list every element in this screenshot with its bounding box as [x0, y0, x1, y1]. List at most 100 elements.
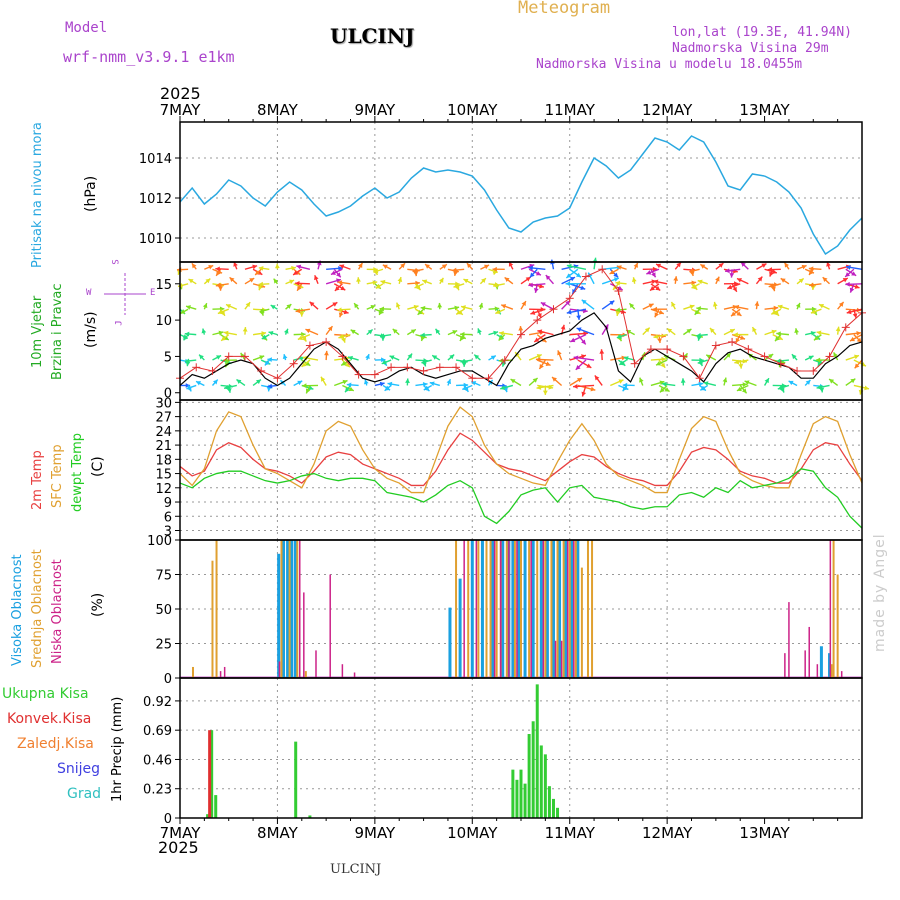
wind-arrow-head [545, 361, 551, 366]
wind-arrow-head [389, 355, 395, 360]
wind-arrow-head [266, 386, 272, 392]
mid-cloud-bar [550, 540, 553, 678]
wind-arrow-head [805, 380, 811, 385]
wind-arrow-head [180, 309, 186, 314]
wind-arrow-head [566, 263, 572, 269]
total-precip-bar [547, 786, 551, 818]
y-tick-label: 50 [155, 603, 172, 618]
wind-arrow-head [481, 278, 486, 283]
wind-arrow-head [652, 306, 658, 312]
wind-arrow-head [703, 381, 709, 386]
wind-arrow-head [410, 329, 416, 334]
mid-cloud-bar [520, 540, 522, 678]
total-precip-bar [519, 769, 523, 818]
low-cloud-bar [829, 540, 832, 678]
wind-arrow-head [379, 306, 385, 312]
wind-arrow-head [274, 263, 280, 269]
wind-arrow-head [348, 386, 354, 392]
low-cloud-bar [353, 672, 356, 678]
wind-arrow-head [535, 357, 541, 362]
wind-arrow-head [808, 355, 814, 361]
wind-arrow-head [273, 278, 279, 284]
legend-frozen: Zaledj.Kisa [17, 736, 94, 752]
low-cloud-bar [840, 671, 843, 678]
high-cloud-bar [286, 540, 290, 678]
wind-arrow-head [463, 279, 469, 284]
wind-arrow-head [215, 282, 221, 288]
wind-arrow-head [774, 310, 780, 316]
wind-arrow-head [363, 379, 369, 385]
wind-arrow-head [849, 336, 855, 342]
wind-speed-line [179, 312, 863, 387]
x-tick-label-bottom: 13MAY [739, 824, 790, 842]
wind-arrow-head [370, 305, 376, 310]
wind-arrow-head [710, 328, 715, 333]
wind-arrow-head [302, 355, 308, 361]
wind-arrow-head [293, 270, 299, 275]
wind-arrow-head [581, 339, 586, 345]
wind-arrow-head [423, 385, 429, 390]
wind-arrow-head [217, 309, 223, 315]
high-cloud-bar [517, 540, 521, 678]
low-cloud-bar [493, 540, 496, 678]
x-tick-label-bottom: 9MAY [354, 824, 396, 842]
y-tick-label: 1012 [139, 192, 172, 207]
x-tick-label-bottom: 11MAY [545, 824, 596, 842]
wind-arrow-head [566, 273, 572, 278]
wind-arrow-head [615, 311, 621, 316]
wind-arrow-head [741, 388, 747, 394]
low-cloud-bar [542, 540, 545, 678]
wind-arrow-head [542, 390, 548, 395]
wind-arrow-head [566, 309, 572, 315]
mid-cloud-bar [477, 540, 480, 678]
wind-arrow-head [461, 362, 467, 367]
x-tick-label-bottom: 7MAY [160, 824, 202, 842]
wind-arrow-head [289, 279, 295, 285]
wind-arrow-head [631, 277, 637, 283]
wind-arrow-head [233, 261, 238, 267]
wind-arrow-head [452, 330, 458, 335]
pressure-unit: (hPa) [83, 175, 99, 212]
wind-arrow-head [773, 305, 779, 311]
wind-arrow-head [780, 278, 786, 283]
wind-arrow-head [648, 303, 654, 308]
wind-arrow-head [846, 309, 852, 315]
wind-arrow-head [815, 357, 821, 363]
wind-arrow-head [340, 285, 346, 291]
wind-arrow-head [392, 328, 398, 334]
wind-arrow-head [734, 359, 740, 365]
wind-arrow-head [761, 263, 767, 268]
wind-arrow-head [764, 378, 769, 384]
wind-arrow-head [616, 334, 622, 339]
wind-arrow-head [299, 312, 305, 317]
wind-arrow-head [822, 277, 828, 282]
wind-arrow-head [343, 309, 349, 315]
wind-arrow-head [261, 334, 267, 339]
wind-arrow-head [658, 309, 664, 315]
wind-arrow-head [521, 301, 526, 307]
wind-arrow-head [534, 337, 540, 342]
wind-arrow-head [414, 283, 420, 289]
wind-arrow-head [854, 363, 860, 369]
wind-arrow-head [454, 305, 460, 311]
x-tick-label-top: 11MAY [545, 101, 596, 119]
legend-hail: Grad [67, 786, 102, 802]
mid-cloud-bar [556, 540, 559, 678]
high-cloud-bar [819, 646, 823, 678]
wind-arrow-head [249, 278, 255, 283]
wind-arrow-head [586, 363, 592, 368]
wind-arrow-head [742, 382, 748, 388]
wind-arrow-head [441, 264, 447, 269]
wind-arrow-head [581, 354, 586, 359]
wind-arrow-head [183, 335, 189, 341]
wind-arrow-head [727, 284, 733, 290]
wind-arrow-head [258, 266, 264, 271]
wind-arrow-head [332, 302, 338, 307]
wind-arrow-head [683, 353, 688, 359]
wind-arrow-head [650, 285, 655, 291]
mid-cloud-bar [562, 540, 565, 678]
wind-arrow-head [259, 355, 265, 360]
high-cloud-bar [828, 653, 832, 678]
total-precip-bar [523, 783, 527, 818]
wind-arrow-head [305, 328, 311, 334]
